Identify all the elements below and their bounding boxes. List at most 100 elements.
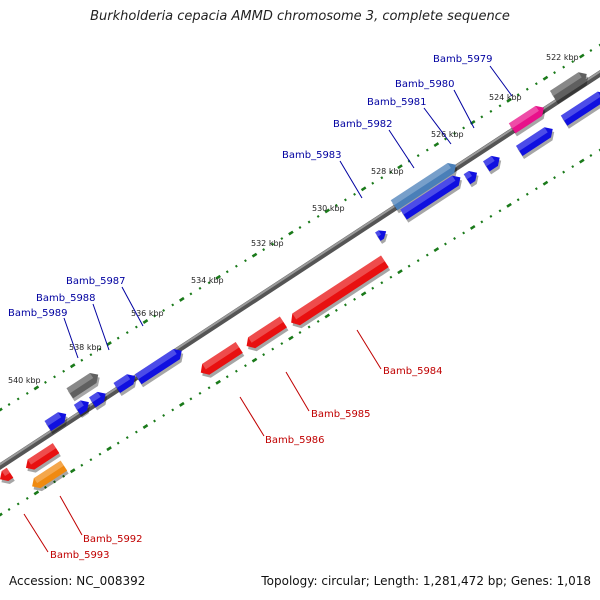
- outer-tick-mark: [80, 358, 84, 362]
- inner-tick-mark: [579, 158, 585, 164]
- tick-labels: 522 kbp 524 kbp 526 kbp 528 kbp 530 kbp 532 k…: [8, 53, 579, 385]
- inner-tick-mark: [298, 331, 302, 334]
- inner-tick-mark: [288, 335, 294, 341]
- gene-feature[interactable]: [291, 255, 391, 329]
- outer-tick-mark: [244, 259, 247, 263]
- outer-tick-mark: [33, 385, 40, 391]
- outer-tick-mark: [89, 353, 93, 357]
- callout-line: [63, 317, 79, 359]
- gene-feature[interactable]: [400, 175, 462, 223]
- gene-feature[interactable]: [463, 170, 479, 188]
- outer-tick-mark: [44, 380, 47, 384]
- callout-line: [23, 513, 49, 553]
- inner-tick-mark: [416, 259, 420, 263]
- outer-tick-mark: [397, 164, 403, 170]
- gene-label[interactable]: Bamb_5983: [282, 150, 342, 161]
- outer-tick-mark: [298, 226, 302, 229]
- outer-tick-mark: [207, 281, 211, 285]
- gene-label[interactable]: Bamb_5979: [433, 54, 493, 65]
- gene-feature[interactable]: [134, 349, 184, 388]
- gene-label[interactable]: Bamb_5984: [383, 366, 443, 377]
- inner-tick-mark: [516, 198, 520, 202]
- callout-line: [388, 129, 415, 169]
- tick-label: 536 kbp: [131, 309, 164, 318]
- outer-tick-mark: [562, 65, 566, 69]
- map-title: Burkholderia cepacia AMMD chromosome 3, …: [90, 9, 510, 24]
- inner-tick-mark: [562, 170, 566, 174]
- gene-label[interactable]: Bamb_5986: [265, 435, 325, 446]
- outer-tick-mark: [453, 132, 456, 135]
- inner-tick-mark: [106, 446, 112, 452]
- inner-tick-mark: [506, 202, 512, 208]
- inner-tick-mark: [453, 237, 456, 240]
- tick-label: 524 kbp: [489, 93, 522, 102]
- gene-label[interactable]: Bamb_5987: [66, 276, 126, 287]
- gene-feature[interactable]: [549, 72, 589, 104]
- gene-label[interactable]: Bamb_5988: [36, 293, 96, 304]
- gene-label[interactable]: Bamb_5982: [333, 119, 393, 130]
- gene-feature[interactable]: [25, 443, 61, 473]
- gene-feature[interactable]: [375, 230, 388, 244]
- gene-label[interactable]: Bamb_5993: [50, 550, 110, 561]
- outer-tick-mark: [179, 296, 185, 302]
- gene-label[interactable]: Bamb_5981: [367, 97, 427, 108]
- callout-line: [339, 160, 363, 199]
- inner-tick-mark: [353, 297, 356, 301]
- gene-feature[interactable]: [200, 341, 245, 378]
- gene-feature[interactable]: [0, 467, 15, 485]
- outer-tick-mark: [416, 154, 420, 158]
- gene-feature[interactable]: [113, 374, 137, 397]
- outer-tick-mark: [189, 292, 193, 296]
- inner-tick-mark: [542, 180, 549, 186]
- tick-label: 532 kbp: [251, 239, 284, 248]
- gene-feature[interactable]: [73, 400, 91, 418]
- inner-tick-mark: [389, 275, 393, 279]
- tick-label: 540 kbp: [8, 376, 41, 385]
- inner-tick-mark: [553, 176, 556, 180]
- outer-tick-mark: [171, 303, 175, 307]
- gene-feature[interactable]: [483, 155, 502, 175]
- outer-tick-mark: [198, 286, 202, 290]
- gene-feature[interactable]: [390, 162, 458, 214]
- inner-tick-mark: [89, 458, 93, 462]
- outer-tick-mark: [489, 109, 493, 113]
- tick-label: 528 kbp: [371, 167, 404, 176]
- gene-label[interactable]: Bamb_5989: [8, 308, 68, 319]
- inner-tick-mark: [0, 512, 3, 517]
- outer-tick-mark: [380, 176, 384, 180]
- outer-tick-mark: [480, 115, 484, 119]
- inner-tick-mark: [380, 281, 384, 285]
- outer-tick-mark: [425, 148, 429, 152]
- inner-tick-mark: [534, 187, 538, 191]
- outer-tick-track: [0, 43, 600, 412]
- inner-tick-mark: [69, 468, 76, 474]
- outer-tick-mark: [316, 214, 320, 218]
- gene-label[interactable]: Bamb_5985: [311, 409, 371, 420]
- gene-feature[interactable]: [89, 391, 108, 411]
- gene-label[interactable]: Bamb_5992: [83, 534, 143, 545]
- gene-feature[interactable]: [246, 316, 289, 352]
- callout-line: [356, 329, 382, 370]
- outer-tick-mark: [579, 53, 585, 59]
- inner-tick-mark: [489, 214, 493, 218]
- callout-line: [453, 89, 475, 129]
- inner-tick-mark: [244, 364, 247, 368]
- inner-tick-mark: [171, 408, 175, 412]
- inner-tick-track: [0, 148, 600, 517]
- gene-label[interactable]: Bamb_5980: [395, 79, 455, 90]
- gene-feature[interactable]: [515, 127, 555, 159]
- outer-tick-mark: [444, 137, 447, 141]
- inner-tick-mark: [207, 386, 211, 390]
- gene-feature[interactable]: [44, 412, 68, 435]
- inner-tick-mark: [62, 474, 66, 478]
- gene-feature[interactable]: [32, 460, 69, 492]
- inner-tick-mark: [480, 220, 484, 224]
- outer-tick-mark: [324, 208, 331, 214]
- gene-feature[interactable]: [508, 105, 546, 137]
- gene-feature[interactable]: [560, 91, 600, 129]
- inner-tick-mark: [33, 490, 40, 496]
- inner-tick-mark: [98, 452, 102, 456]
- tick-label: 534 kbp: [191, 276, 224, 285]
- gene-feature[interactable]: [66, 372, 100, 402]
- inner-tick-mark: [469, 224, 476, 230]
